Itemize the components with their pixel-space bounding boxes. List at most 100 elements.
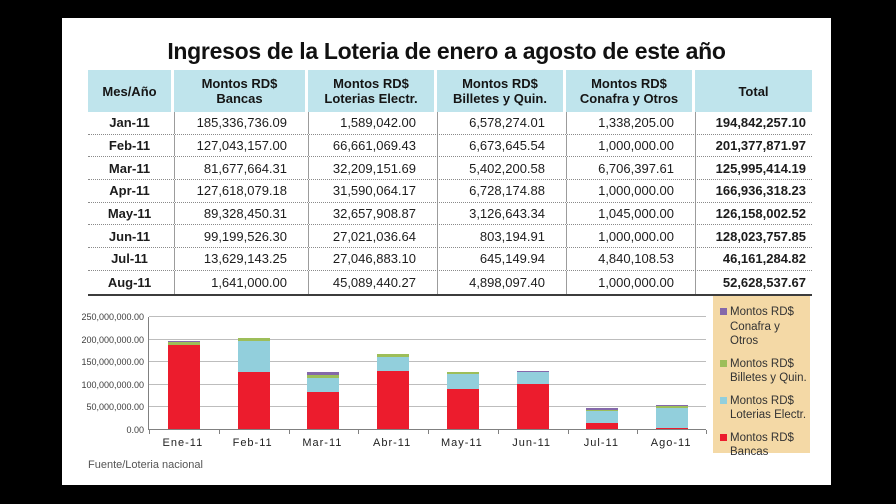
legend-label-line2: Bancas [730, 446, 769, 458]
gridline [149, 383, 706, 385]
gridline [149, 406, 706, 408]
legend-label-line2: Billetes y Quin. [730, 372, 807, 384]
x-tick-label: May-11 [440, 437, 483, 449]
x-tick-label: Ago-11 [650, 437, 692, 449]
value-cell: 3,126,643.34 [437, 202, 563, 225]
x-axis-tick [218, 430, 220, 434]
legend-label: Montos RD$ Loterias Electr. [730, 394, 806, 423]
gridline [149, 361, 706, 363]
legend-label: Montos RD$ Bancas [730, 431, 794, 460]
legend-label: Montos RD$ Conafra y Otros [730, 305, 808, 349]
header-cell-line1: Montos RD$ [333, 76, 409, 91]
legend-label-line2: Loterias Electr. [730, 409, 807, 421]
bar-segment-electr. [307, 377, 340, 393]
header-cell: Mes/Año [88, 70, 171, 112]
bar-segment-bancas [307, 392, 340, 429]
stacked-bar [586, 408, 619, 429]
table-row: Feb-11 127,043,157.00 66,661,069.43 6,673,6… [88, 134, 812, 158]
header-cell-line2: Bancas [216, 91, 263, 106]
table-row: Mar-11 81,677,664.31 32,209,151.69 5,402,20… [88, 157, 812, 181]
legend-label-line1: Montos RD$ [730, 306, 794, 318]
value-cell: 1,000,000.00 [566, 180, 692, 202]
x-axis-tick [706, 430, 707, 434]
bar-segment-quin. [307, 375, 340, 378]
value-cell: 128,023,757.85 [695, 225, 812, 248]
legend-label-line1: Montos RD$ [730, 431, 794, 444]
y-tick-label: 0.00 [126, 425, 144, 435]
table-row: Jan-11 185,336,736.09 1,589,042.00 6,578,27… [88, 112, 812, 135]
x-tick-label: Ene-11 [162, 437, 204, 449]
x-tick-label: Abr-11 [373, 437, 412, 449]
bar-segment-bancas [377, 371, 410, 429]
x-axis-tick [497, 430, 499, 434]
month-cell: Jan-11 [109, 115, 150, 131]
stacked-bar [167, 340, 200, 429]
value-cell: 6,728,174.88 [437, 180, 563, 202]
value-cell: 27,021,036.64 [308, 225, 434, 248]
table-row: May-11 89,328,450.31 32,657,908.87 3,126,64… [88, 202, 812, 226]
month-cell: May-11 [107, 206, 152, 222]
page-title: Ingresos de la Loteria de enero a agosto… [167, 38, 726, 64]
value-cell: 6,578,274.01 [437, 112, 563, 134]
value-cell: 645,149.94 [437, 248, 563, 270]
header-cell: Montos RD$ Bancas [174, 70, 305, 112]
value-cell: 125,995,414.19 [695, 157, 812, 180]
header-cell-line2: Billetes y Quin. [453, 91, 547, 106]
header-cell-line2: Conafra y Otros [579, 91, 679, 106]
header-cell-line1: Montos RD$ [462, 76, 538, 91]
value-cell: 803,194.91 [437, 225, 563, 248]
value-cell: 13,629,143.25 [174, 248, 305, 270]
y-tick-label: 100,000,000.00 [81, 379, 144, 390]
x-axis-labels: Ene-11 Feb-11 Mar-11 Abr-11 May-11 Jun-11 Jul-… [148, 437, 706, 451]
legend-swatch-icon [720, 433, 727, 441]
bar-segment-bancas [446, 388, 479, 429]
header-cell: Montos RD$ Loterias Electr. [308, 70, 434, 112]
bar-segment-electr. [516, 371, 549, 385]
y-tick-label: 150,000,000.00 [81, 357, 144, 368]
value-cell: 6,706,397.61 [566, 157, 692, 180]
value-cell: 99,199,526.30 [174, 225, 305, 248]
bar-segment-quin. [167, 341, 200, 345]
header-cell: Total [695, 70, 812, 112]
value-cell: 1,589,042.00 [308, 112, 434, 134]
stacked-bar [656, 405, 689, 429]
month-cell: Feb-11 [108, 138, 151, 154]
table-header-row: Mes/Año Montos RD$ Bancas Montos RD$ Loteria… [88, 70, 812, 112]
bar-segment-quin. [377, 354, 410, 358]
legend-swatch-icon [720, 396, 727, 404]
table-row: Jun-11 99,199,526.30 27,021,036.64 803,194.… [88, 225, 812, 249]
bar-segment-quin. [656, 405, 689, 408]
value-cell: 4,898,097.40 [437, 270, 563, 294]
gridline [149, 316, 706, 317]
bar-segment-bancas [656, 428, 689, 429]
x-tick-label: Jun-11 [512, 437, 552, 449]
value-cell: 1,641,000.00 [174, 270, 305, 294]
x-axis-tick [288, 430, 290, 434]
legend-label-line1: Montos RD$ [730, 394, 794, 407]
x-tick-label: Mar-11 [302, 437, 343, 449]
value-cell: 52,628,537.67 [695, 270, 812, 294]
header-cell-line2: Loterias Electr. [324, 91, 418, 106]
table-row: Aug-11 1,641,000.00 45,089,440.27 4,898,097… [88, 270, 812, 294]
month-cell: Mar-11 [108, 160, 151, 176]
y-tick-label: 200,000,000.00 [81, 334, 144, 345]
bar-segment-quin. [446, 372, 479, 374]
header-cell-line1: Total [738, 83, 769, 99]
bar-segment-bancas [516, 384, 549, 429]
stacked-bar-chart-plot [148, 316, 707, 434]
month-cell: Jul-11 [111, 251, 148, 267]
stacked-bar [377, 353, 410, 429]
value-cell: 201,377,871.97 [695, 134, 812, 157]
bar-segment-electr. [377, 357, 410, 372]
value-cell: 32,209,151.69 [308, 157, 434, 180]
value-cell: 27,046,883.10 [308, 248, 434, 270]
stacked-bar [237, 338, 270, 429]
x-axis-tick [149, 430, 150, 434]
bar-segment-otros [167, 340, 200, 342]
value-cell: 4,840,108.53 [566, 248, 692, 270]
header-cell-line1: Montos RD$ [201, 76, 278, 91]
bar-segment-bancas [167, 345, 200, 429]
value-cell: 166,936,318.23 [695, 180, 812, 202]
value-cell: 31,590,064.17 [308, 180, 434, 202]
header-cell-line1: Montos RD$ [591, 76, 667, 91]
